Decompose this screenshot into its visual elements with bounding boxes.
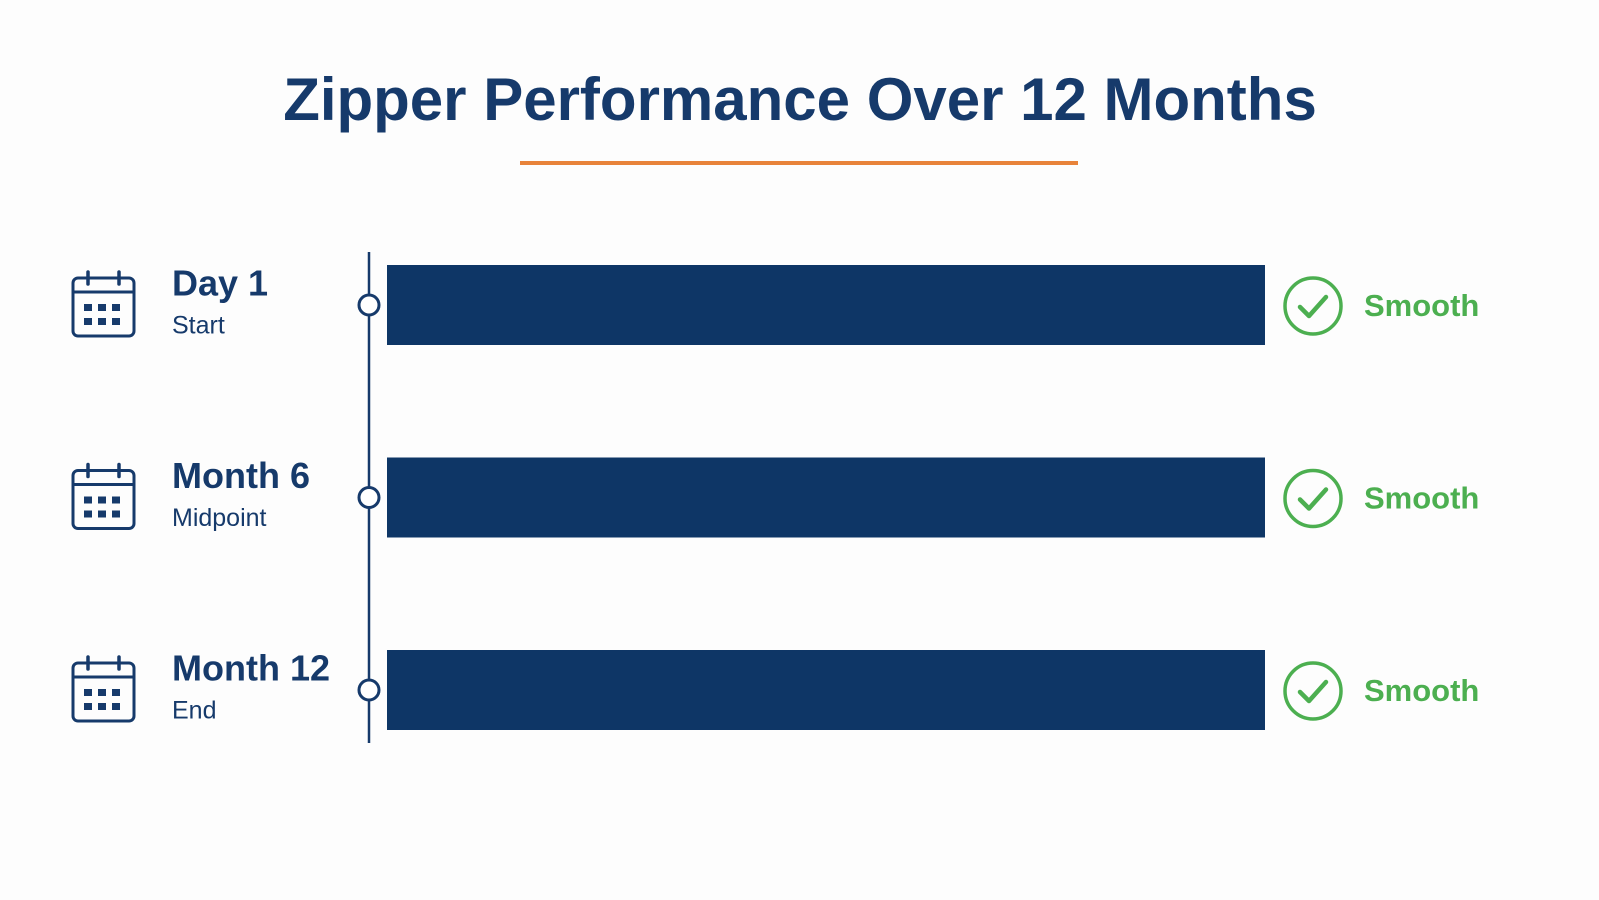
check-circle <box>1283 468 1343 529</box>
calendar-day <box>84 318 92 325</box>
calendar-day <box>112 304 120 311</box>
timeline-node <box>357 486 381 509</box>
calendar-day <box>112 510 120 518</box>
calendar-frame <box>71 469 136 530</box>
check-circle <box>1283 661 1343 721</box>
calendar-day <box>98 510 106 518</box>
calendar-day <box>98 318 106 325</box>
status-label: Smooth <box>1364 481 1479 516</box>
calendar-day <box>84 496 92 504</box>
performance-bar <box>387 650 1265 730</box>
check-circle <box>1283 276 1343 336</box>
row-sublabel: Midpoint <box>172 504 267 532</box>
row-sublabel: Start <box>172 312 225 340</box>
calendar-day <box>98 304 106 311</box>
status-label: Smooth <box>1364 288 1479 323</box>
calendar-day <box>84 703 92 710</box>
performance-bar <box>387 457 1265 538</box>
status-label: Smooth <box>1364 673 1479 708</box>
title: Zipper Performance Over 12 Months <box>283 66 1317 133</box>
row-label: Month 12 <box>172 648 330 689</box>
row-label: Month 6 <box>172 455 310 496</box>
timeline-node <box>357 678 381 702</box>
calendar-day <box>98 703 106 710</box>
performance-bar <box>387 265 1265 345</box>
calendar-icon <box>71 655 136 723</box>
timeline-node <box>357 293 381 317</box>
calendar-day <box>112 496 120 504</box>
check-mark <box>1297 487 1329 511</box>
check-mark <box>1297 679 1329 704</box>
calendar-day <box>84 510 92 518</box>
calendar-day <box>98 689 106 696</box>
calendar-day <box>84 689 92 696</box>
check-mark <box>1297 294 1329 319</box>
timeline-row: Month 6 Midpoint Smooth <box>71 455 1479 538</box>
calendar-day <box>84 304 92 311</box>
calendar-frame <box>71 276 136 338</box>
timeline-row: Day 1 Start Smooth <box>71 263 1479 345</box>
timeline-row: Month 12 End Smooth <box>71 648 1479 730</box>
calendar-day <box>112 689 120 696</box>
calendar-icon <box>71 270 136 338</box>
row-label: Day 1 <box>172 263 268 304</box>
calendar-day <box>112 318 120 325</box>
row-sublabel: End <box>172 697 216 725</box>
calendar-day <box>112 703 120 710</box>
calendar-frame <box>71 661 136 723</box>
calendar-day <box>98 496 106 504</box>
calendar-icon <box>71 462 136 530</box>
